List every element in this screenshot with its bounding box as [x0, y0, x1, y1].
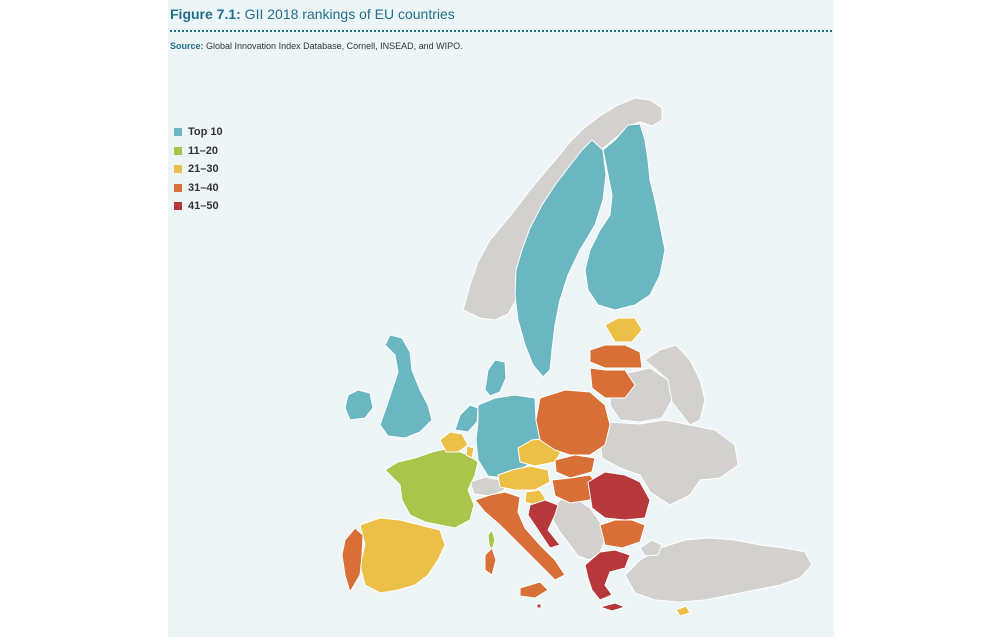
united-kingdom: [379, 334, 433, 439]
ireland: [344, 389, 374, 421]
croatia: [527, 499, 561, 549]
sweden: [514, 139, 607, 378]
denmark: [484, 359, 507, 397]
turkey-thrace: [639, 539, 663, 557]
legend-label: 11–20: [188, 144, 218, 157]
figure-title: Figure 7.1: GII 2018 rankings of EU coun…: [170, 6, 455, 22]
latvia: [589, 344, 643, 369]
belgium: [439, 431, 469, 453]
russia-west: [644, 344, 706, 426]
legend-item-41-50: 41–50: [174, 197, 223, 216]
corsica: [487, 529, 496, 551]
netherlands: [454, 404, 479, 433]
estonia: [604, 317, 643, 343]
spain: [359, 517, 446, 594]
legend-swatch: [174, 128, 182, 137]
legend-label: Top 10: [188, 126, 223, 139]
bulgaria: [599, 519, 646, 549]
france: [384, 447, 479, 529]
romania: [587, 471, 651, 521]
figure-label: Figure 7.1:: [170, 6, 241, 22]
legend-item-21-30: 21–30: [174, 160, 223, 179]
source-label: Source:: [170, 41, 204, 51]
austria: [497, 465, 551, 491]
figure-panel: [168, 0, 834, 637]
legend-label: 21–30: [188, 163, 219, 176]
legend-item-11-20: 11–20: [174, 142, 223, 161]
legend-item-31-40: 31–40: [174, 179, 223, 198]
finland: [584, 123, 666, 311]
malta: [536, 603, 542, 609]
sardinia: [484, 547, 497, 576]
legend-swatch: [174, 146, 182, 155]
cyprus: [675, 605, 691, 617]
crete: [599, 602, 626, 612]
lithuania: [589, 367, 636, 399]
source-text: Global Innovation Index Database, Cornel…: [203, 41, 463, 51]
ukraine: [599, 419, 739, 506]
portugal: [341, 527, 364, 593]
switzerland: [469, 476, 506, 497]
poland: [535, 389, 611, 456]
legend-swatch: [174, 165, 182, 174]
luxembourg: [465, 445, 475, 459]
turkey: [624, 537, 813, 603]
legend-swatch: [174, 183, 182, 192]
map-legend: Top 10 11–20 21–30 31–40 41–50: [174, 123, 223, 216]
greece: [584, 549, 631, 601]
slovakia: [554, 454, 596, 479]
legend-item-top10: Top 10: [174, 123, 223, 142]
figure-title-text: GII 2018 rankings of EU countries: [240, 6, 455, 22]
legend-swatch: [174, 202, 182, 211]
legend-label: 31–40: [188, 181, 219, 194]
source-note: Source: Global Innovation Index Database…: [170, 41, 463, 51]
germany: [475, 394, 541, 479]
italy: [474, 491, 566, 581]
title-divider: [170, 30, 832, 32]
legend-label: 41–50: [188, 200, 219, 213]
sicily: [519, 581, 549, 599]
